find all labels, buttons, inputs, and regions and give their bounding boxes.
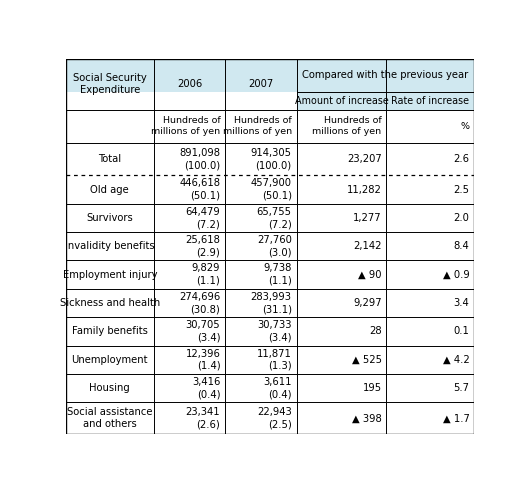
Text: 2007: 2007 [248, 79, 274, 89]
Bar [297, 92, 474, 109]
Text: Amount of increase: Amount of increase [295, 96, 388, 106]
Text: 891,098
(100.0): 891,098 (100.0) [179, 148, 220, 170]
Text: 30,705
(3.4): 30,705 (3.4) [186, 320, 220, 343]
Text: 0.1: 0.1 [454, 326, 470, 336]
Text: Family benefits: Family benefits [72, 326, 148, 336]
Text: 1,277: 1,277 [353, 213, 382, 223]
Text: 30,733
(3.4): 30,733 (3.4) [257, 320, 292, 343]
Text: 274,696
(30.8): 274,696 (30.8) [179, 292, 220, 314]
Text: Social Security
Expenditure: Social Security Expenditure [73, 73, 147, 95]
Text: 446,618
(50.1): 446,618 (50.1) [179, 178, 220, 201]
Text: 23,341
(2.6): 23,341 (2.6) [186, 407, 220, 429]
Text: 11,871
(1.3): 11,871 (1.3) [257, 348, 292, 371]
Text: Total: Total [98, 154, 121, 164]
Text: 457,900
(50.1): 457,900 (50.1) [251, 178, 292, 201]
Bar [66, 59, 474, 92]
Text: 2.5: 2.5 [453, 184, 470, 195]
Text: Rate of increase: Rate of increase [392, 96, 470, 106]
Text: 2.6: 2.6 [453, 154, 470, 164]
Text: 23,207: 23,207 [347, 154, 382, 164]
Text: 5.7: 5.7 [453, 383, 470, 393]
Text: 2.0: 2.0 [454, 213, 470, 223]
Text: Hundreds of
millions of yen: Hundreds of millions of yen [222, 116, 292, 137]
Text: 22,943
(2.5): 22,943 (2.5) [257, 407, 292, 429]
Text: 9,297: 9,297 [353, 298, 382, 308]
Text: 11,282: 11,282 [347, 184, 382, 195]
Text: 9,738
(1.1): 9,738 (1.1) [264, 264, 292, 286]
Text: Survivors: Survivors [86, 213, 133, 223]
Text: Hundreds of
millions of yen: Hundreds of millions of yen [151, 116, 220, 137]
Text: Sickness and health: Sickness and health [60, 298, 160, 308]
Text: 2,142: 2,142 [353, 241, 382, 251]
Text: 28: 28 [369, 326, 382, 336]
Text: 27,760
(3.0): 27,760 (3.0) [257, 235, 292, 258]
Text: 283,993
(31.1): 283,993 (31.1) [251, 292, 292, 314]
Text: 8.4: 8.4 [454, 241, 470, 251]
Text: 12,396
(1.4): 12,396 (1.4) [186, 348, 220, 371]
Text: Housing: Housing [90, 383, 130, 393]
Text: %: % [461, 122, 470, 131]
Text: Hundreds of
millions of yen: Hundreds of millions of yen [313, 116, 382, 137]
Text: 65,755
(7.2): 65,755 (7.2) [257, 206, 292, 229]
Text: ▲ 525: ▲ 525 [352, 355, 382, 365]
Text: Old age: Old age [91, 184, 129, 195]
Text: 195: 195 [363, 383, 382, 393]
Text: ▲ 1.7: ▲ 1.7 [443, 413, 470, 423]
Text: Compared with the previous year: Compared with the previous year [302, 70, 469, 81]
Text: ▲ 90: ▲ 90 [358, 269, 382, 280]
Text: 3.4: 3.4 [454, 298, 470, 308]
Text: ▲ 0.9: ▲ 0.9 [443, 269, 470, 280]
Text: 3,611
(0.4): 3,611 (0.4) [263, 377, 292, 399]
Text: Social assistance
and others: Social assistance and others [67, 407, 152, 429]
Text: 914,305
(100.0): 914,305 (100.0) [251, 148, 292, 170]
Text: Unemployment: Unemployment [72, 355, 148, 365]
Text: 64,479
(7.2): 64,479 (7.2) [186, 206, 220, 229]
Text: Employment injury: Employment injury [63, 269, 157, 280]
Text: 25,618
(2.9): 25,618 (2.9) [186, 235, 220, 258]
Text: ▲ 398: ▲ 398 [352, 413, 382, 423]
Text: 2006: 2006 [177, 79, 202, 89]
Text: Invalidity benefits: Invalidity benefits [65, 241, 154, 251]
Text: 9,829
(1.1): 9,829 (1.1) [192, 264, 220, 286]
Text: ▲ 4.2: ▲ 4.2 [443, 355, 470, 365]
Text: 3,416
(0.4): 3,416 (0.4) [192, 377, 220, 399]
